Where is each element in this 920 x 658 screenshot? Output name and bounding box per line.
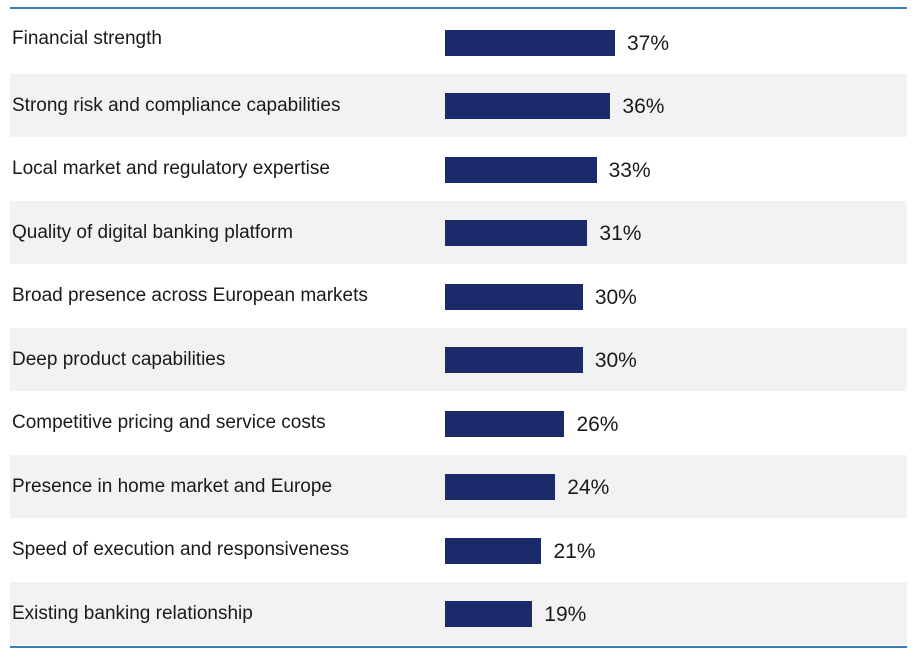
category-label: Speed of execution and responsiveness	[12, 539, 349, 560]
bar	[445, 29, 615, 56]
value-label: 19%	[544, 603, 587, 627]
chart-row: Financial strength 37%	[10, 10, 907, 74]
category-label: Quality of digital banking platform	[12, 221, 293, 243]
chart-row: Existing banking relationship 19%	[10, 581, 907, 645]
chart-row: Broad presence across European markets 30…	[10, 264, 907, 328]
chart-row: Quality of digital banking platform 31%	[10, 200, 907, 264]
bar	[445, 474, 556, 501]
bar	[445, 410, 565, 437]
value-label: 30%	[594, 285, 637, 309]
bar	[445, 347, 583, 374]
category-label: Presence in home market and Europe	[12, 475, 333, 497]
category-label: Strong risk and compliance capabilities	[12, 94, 341, 116]
bar	[445, 93, 611, 120]
bar	[445, 283, 583, 310]
value-label: 36%	[622, 95, 665, 119]
value-label: 26%	[576, 412, 619, 436]
value-label: 33%	[608, 158, 651, 182]
top-rule	[10, 7, 907, 9]
category-label: Competitive pricing and service costs	[12, 412, 326, 433]
category-label: Broad presence across European markets	[12, 285, 368, 306]
chart-row: Strong risk and compliance capabilities 3…	[10, 73, 907, 137]
value-label: 24%	[567, 476, 610, 500]
bottom-rule	[10, 646, 907, 648]
bar	[445, 156, 597, 183]
value-label: 30%	[594, 349, 637, 373]
bar	[445, 220, 588, 247]
chart-row: Competitive pricing and service costs 26%	[10, 391, 907, 455]
chart-row: Local market and regulatory expertise 33%	[10, 137, 907, 201]
bar	[445, 601, 533, 628]
bar	[445, 537, 542, 564]
chart-row: Speed of execution and responsiveness 21%	[10, 518, 907, 582]
category-label: Local market and regulatory expertise	[12, 158, 330, 179]
category-label: Deep product capabilities	[12, 348, 226, 370]
chart-row: Presence in home market and Europe 24%	[10, 454, 907, 518]
chart-row: Deep product capabilities 30%	[10, 327, 907, 391]
value-label: 21%	[553, 539, 596, 563]
category-label: Financial strength	[12, 28, 162, 49]
value-label: 37%	[627, 31, 670, 55]
category-label: Existing banking relationship	[12, 602, 253, 624]
value-label: 31%	[599, 222, 642, 246]
bar-chart: Financial strength 37% Strong risk and com…	[10, 10, 907, 646]
